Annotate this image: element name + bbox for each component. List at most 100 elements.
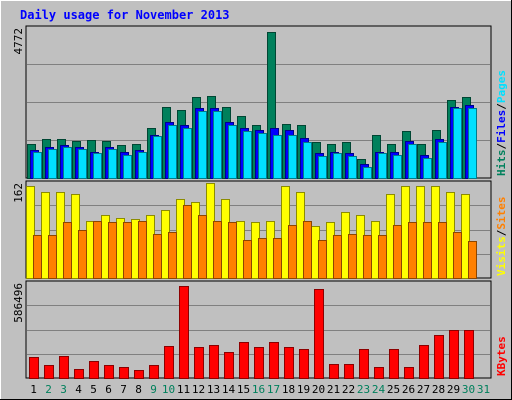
x-tick-17: 17 [267,383,280,396]
axis-legend: KBytes [495,336,508,376]
axis-legend: Hits/Files/Pages [495,70,508,176]
bar-kbytes-day-29 [449,330,459,379]
legend-sites: Sites [495,197,508,230]
bar-pages-day-5 [93,153,102,179]
bar-pages-day-14 [228,125,237,179]
x-tick-20: 20 [312,383,325,396]
bar-sites-day-13 [213,221,222,279]
bar-sites-day-22 [348,234,357,279]
bar-kbytes-day-4 [74,369,84,379]
bar-sites-day-7 [123,222,132,279]
panel-kbytes: 586496 KBytes [12,280,508,379]
bar-pages-day-10 [168,125,177,179]
bar-sites-day-23 [363,235,372,279]
x-tick-28: 28 [432,383,445,396]
bar-pages-day-13 [213,111,222,179]
bar-sites-day-6 [108,222,117,279]
bar-pages-day-27 [423,158,432,179]
bar-kbytes-day-28 [434,335,444,379]
bar-sites-day-12 [198,215,207,279]
bar-pages-day-24 [378,153,387,179]
bar-sites-day-5 [93,221,102,279]
x-tick-3: 3 [60,383,67,396]
bar-kbytes-day-15 [239,342,249,379]
panel-hits-files-pages: 4772 Hits/Files/Pages [12,25,508,179]
bar-kbytes-day-3 [59,356,69,379]
bar-pages-day-18 [288,135,297,179]
x-tick-18: 18 [282,383,295,396]
bar-kbytes-day-5 [89,361,99,379]
x-tick-23: 23 [357,383,370,396]
bar-pages-day-19 [303,142,312,179]
x-tick-27: 27 [417,383,430,396]
y-max-label: 4772 [12,28,25,55]
bar-sites-day-30 [468,241,477,279]
x-tick-2: 2 [45,383,52,396]
bar-sites-day-3 [63,222,72,279]
bar-sites-day-15 [243,240,252,279]
bar-kbytes-day-16 [254,347,264,379]
bar-sites-day-8 [138,221,147,279]
bar-kbytes-day-14 [224,352,234,379]
x-tick-12: 12 [192,383,205,396]
bar-pages-day-1 [33,152,42,179]
x-tick-labels: 1 2 3 4 5 6 7 8 9 10 11 12 13 14 15 16 17 18 19 20 21 22 23 24 2… [30,383,490,396]
bar-pages-day-8 [138,152,147,179]
bar-sites-day-19 [303,221,312,279]
bar-sites-day-17 [273,238,282,279]
bar-kbytes-day-27 [419,345,429,379]
bar-visits-day-1 [26,186,35,279]
bar-pages-day-17 [273,135,282,179]
bar-pages-day-6 [108,149,117,179]
bar-kbytes-day-12 [194,347,204,379]
x-tick-21: 21 [327,383,340,396]
chart-title: Daily usage for November 2013 [20,8,230,22]
x-tick-6: 6 [105,383,112,396]
bar-sites-day-27 [423,222,432,279]
legend-files: Files [495,110,508,143]
x-tick-19: 19 [297,383,310,396]
bar-sites-day-4 [78,230,87,279]
y-max-label: 162 [12,183,25,203]
bar-sites-day-24 [378,235,387,279]
y-max-label: 586496 [12,283,25,323]
bar-pages-day-11 [183,128,192,179]
bar-kbytes-day-8 [134,370,144,379]
bar-pages-day-22 [348,156,357,179]
x-tick-24: 24 [372,383,386,396]
x-tick-8: 8 [135,383,142,396]
x-tick-22: 22 [342,383,355,396]
bar-sites-day-20 [318,240,327,279]
legend-hits: Hits [495,150,508,177]
bar-kbytes-day-22 [344,364,354,379]
bar-pages-day-12 [198,111,207,179]
chart-panels: 4772 Hits/Files/Pages 162 Visits/Sites 58649… [12,25,508,379]
bar-pages-day-15 [243,131,252,179]
bar-pages-day-21 [333,153,342,179]
bar-sites-day-2 [48,235,57,279]
bar-kbytes-day-17 [269,342,279,379]
bar-sites-day-11 [183,205,192,279]
bar-kbytes-day-21 [329,364,339,379]
bar-sites-day-18 [288,225,297,279]
legend-pages: Pages [495,70,508,103]
bar-kbytes-day-7 [119,367,129,379]
bar-sites-day-25 [393,225,402,279]
bar-sites-day-21 [333,235,342,279]
bar-pages-day-30 [468,108,477,179]
bar-kbytes-day-2 [44,365,54,379]
bar-kbytes-day-11 [179,286,189,379]
bar-pages-day-3 [63,147,72,179]
legend-separator: / [495,229,508,236]
axis-legend: Visits/Sites [495,197,508,277]
x-tick-10: 10 [162,383,175,396]
x-tick-29: 29 [447,383,460,396]
bar-pages-day-9 [153,136,162,179]
x-tick-14: 14 [222,383,236,396]
bar-kbytes-day-23 [359,349,369,379]
bar-sites-day-28 [438,222,447,279]
bar-kbytes-day-13 [209,345,219,379]
bar-kbytes-day-18 [284,347,294,379]
bar-sites-day-1 [33,235,42,279]
